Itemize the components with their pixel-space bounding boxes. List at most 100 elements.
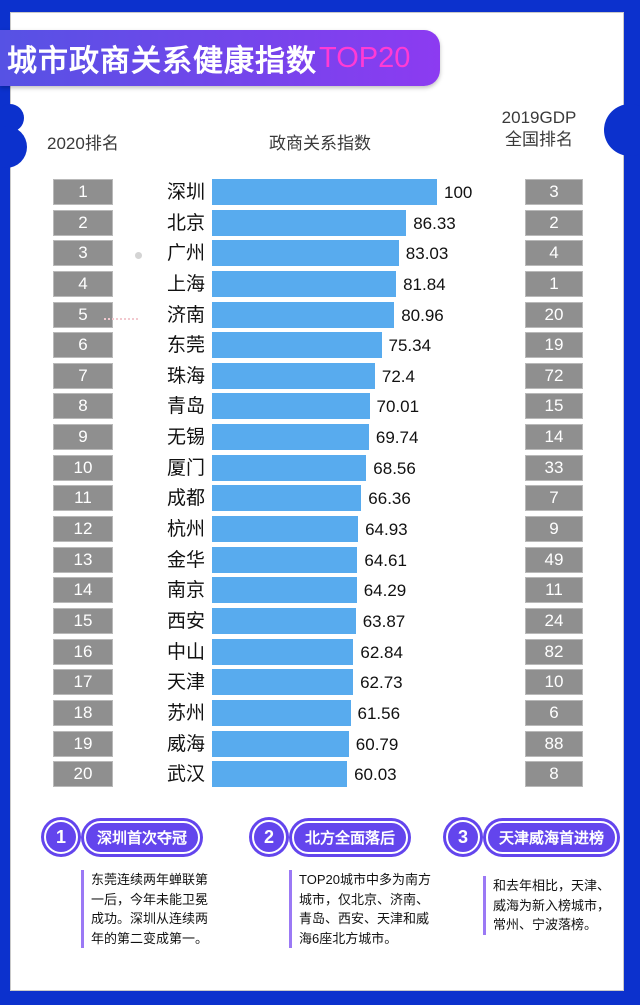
footnote-2-text: TOP20城市中多为南方城市，仅北京、济南、青岛、西安、天津和威海6座北方城市。 <box>289 870 431 948</box>
artifact-dotted-line <box>104 318 138 320</box>
footnote-1-title: 深圳首次夺冠 <box>84 820 201 854</box>
gdp-rank-badge: 49 <box>525 546 583 573</box>
table-row: 1 深圳 100 3 <box>0 178 640 209</box>
city-label: 济南 <box>166 304 205 326</box>
table-row: 4 上海 81.84 1 <box>0 270 640 301</box>
index-value: 83.03 <box>405 244 449 264</box>
rank-2020-badge: 5 <box>53 301 113 328</box>
footnote-1-number-badge: 1 <box>44 820 78 854</box>
footnote-3-title: 天津威海首进榜 <box>486 820 618 854</box>
rank-2020-badge: 18 <box>53 699 113 726</box>
index-value: 64.93 <box>365 520 408 540</box>
table-row: 7 珠海 72.4 72 <box>0 362 640 393</box>
index-value: 62.84 <box>360 642 403 662</box>
table-row: 14 南京 64.29 11 <box>0 576 640 607</box>
index-bar <box>212 393 370 420</box>
footnote-3: 3 天津威海首进榜 和去年相比，天津、威海为新入榜城市，常州、宁波落榜。 <box>446 820 618 935</box>
rank-2020-badge: 19 <box>53 730 113 757</box>
index-bar <box>212 638 354 665</box>
index-value: 80.96 <box>401 305 444 325</box>
city-label: 天津 <box>166 672 205 694</box>
city-label: 厦门 <box>166 457 205 479</box>
footnote-2-title: 北方全面落后 <box>292 820 409 854</box>
rank-2020-badge: 6 <box>53 332 113 359</box>
city-label: 武汉 <box>166 764 205 786</box>
index-bar <box>212 362 375 389</box>
index-bar <box>212 607 356 634</box>
rank-2020-badge: 2 <box>53 209 113 236</box>
index-bar <box>212 301 395 328</box>
footnote-3-badge: 3 天津威海首进榜 <box>446 820 618 854</box>
column-header-gdp-line2: 全国排名 <box>505 130 573 149</box>
index-bar <box>212 332 382 359</box>
column-header-index: 政商关系指数 <box>269 134 371 153</box>
index-value: 63.87 <box>362 611 406 631</box>
column-header-rank: 2020排名 <box>47 134 119 153</box>
table-row: 19 威海 60.79 88 <box>0 730 640 761</box>
rank-2020-badge: 14 <box>53 577 113 604</box>
rank-2020-badge: 12 <box>53 516 113 543</box>
footnote-2: 2 北方全面落后 TOP20城市中多为南方城市，仅北京、济南、青岛、西安、天津和… <box>252 820 431 948</box>
footnote-1: 1 深圳首次夺冠 东莞连续两年蝉联第一后，今年未能卫冕成功。深圳从连续两年的第二… <box>44 820 212 948</box>
index-bar <box>212 761 348 788</box>
bar-chart-rows: 1 深圳 100 3 2 北京 86.33 2 3 广州 83.03 4 4 上海 81.84 1 5 济南 80.… <box>0 178 640 791</box>
city-label: 青岛 <box>166 396 205 418</box>
table-row: 13 金华 64.61 49 <box>0 546 640 577</box>
city-label: 西安 <box>166 610 205 632</box>
index-value: 61.56 <box>357 703 401 723</box>
footnote-3-text: 和去年相比，天津、威海为新入榜城市，常州、宁波落榜。 <box>483 876 616 935</box>
table-row: 16 中山 62.84 82 <box>0 638 640 669</box>
rank-2020-badge: 1 <box>53 179 113 205</box>
footnote-3-number-badge: 3 <box>446 820 480 854</box>
gdp-rank-badge: 15 <box>525 393 583 420</box>
city-label: 广州 <box>166 243 205 265</box>
table-row: 15 西安 63.87 24 <box>0 607 640 638</box>
city-label: 上海 <box>166 273 205 295</box>
gdp-rank-badge: 33 <box>525 454 583 481</box>
gdp-rank-badge: 20 <box>525 301 583 328</box>
city-label: 北京 <box>166 212 205 234</box>
frame-bump-right <box>604 104 640 156</box>
index-value: 64.29 <box>363 581 407 601</box>
index-bar <box>212 730 349 757</box>
gdp-rank-badge: 72 <box>525 362 583 389</box>
index-bar <box>212 454 367 481</box>
gdp-rank-badge: 9 <box>525 516 583 543</box>
index-bar <box>212 577 357 604</box>
gdp-rank-badge: 7 <box>525 485 583 512</box>
title-ribbon: 城市政商关系健康指数 TOP20 <box>0 30 440 86</box>
table-row: 10 厦门 68.56 33 <box>0 454 640 485</box>
index-value: 81.84 <box>403 274 446 294</box>
table-row: 2 北京 86.33 2 <box>0 209 640 240</box>
city-label: 苏州 <box>166 702 205 724</box>
gdp-rank-badge: 3 <box>525 179 583 205</box>
city-label: 无锡 <box>166 427 205 449</box>
table-row: 12 杭州 64.93 9 <box>0 515 640 546</box>
rank-2020-badge: 15 <box>53 607 113 634</box>
column-header-gdp-line1: 2019GDP <box>501 108 577 127</box>
gdp-rank-badge: 82 <box>525 638 583 665</box>
index-bar <box>212 240 399 267</box>
rank-2020-badge: 20 <box>53 761 113 788</box>
index-value: 60.79 <box>355 734 399 754</box>
footnote-2-number-badge: 2 <box>252 820 286 854</box>
page-title-highlight: TOP20 <box>319 41 411 74</box>
index-value: 66.36 <box>368 489 411 509</box>
table-row: 9 无锡 69.74 14 <box>0 423 640 454</box>
city-label: 杭州 <box>166 519 205 541</box>
gdp-rank-badge: 10 <box>525 669 583 696</box>
index-bar <box>212 485 362 512</box>
gdp-rank-badge: 1 <box>525 270 583 297</box>
city-label: 金华 <box>166 549 205 571</box>
rank-2020-badge: 17 <box>53 669 113 696</box>
gdp-rank-badge: 6 <box>525 699 583 726</box>
index-value: 64.61 <box>364 550 407 570</box>
rank-2020-badge: 11 <box>53 485 113 512</box>
city-label: 威海 <box>166 733 205 755</box>
index-bar <box>212 209 407 236</box>
index-value: 68.56 <box>373 458 416 478</box>
city-label: 成都 <box>166 488 205 510</box>
table-row: 11 成都 66.36 7 <box>0 484 640 515</box>
index-value: 86.33 <box>413 213 456 233</box>
